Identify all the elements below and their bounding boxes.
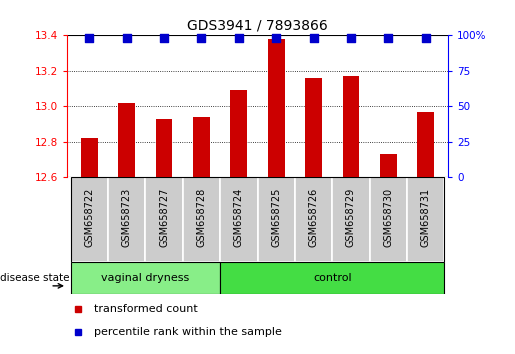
Point <box>85 35 94 41</box>
Text: transformed count: transformed count <box>94 304 197 314</box>
Bar <box>268 39 285 177</box>
Bar <box>417 112 434 177</box>
Bar <box>81 138 98 177</box>
Text: GSM658731: GSM658731 <box>421 188 431 247</box>
Bar <box>370 177 407 262</box>
Text: control: control <box>313 273 352 283</box>
Text: GSM658726: GSM658726 <box>308 188 319 247</box>
Point <box>347 35 355 41</box>
Bar <box>108 177 145 262</box>
Bar <box>295 177 332 262</box>
Text: GSM658725: GSM658725 <box>271 188 281 247</box>
Bar <box>118 103 135 177</box>
Point <box>160 35 168 41</box>
Bar <box>220 177 258 262</box>
Bar <box>71 177 108 262</box>
Point <box>197 35 205 41</box>
Bar <box>407 177 444 262</box>
Point <box>384 35 392 41</box>
Bar <box>193 117 210 177</box>
Bar <box>332 177 370 262</box>
Title: GDS3941 / 7893866: GDS3941 / 7893866 <box>187 19 328 33</box>
Text: GSM658727: GSM658727 <box>159 188 169 247</box>
Text: GSM658724: GSM658724 <box>234 188 244 247</box>
Text: disease state: disease state <box>0 273 70 283</box>
Bar <box>156 119 173 177</box>
Bar <box>183 177 220 262</box>
Point <box>123 35 131 41</box>
Text: GSM658722: GSM658722 <box>84 188 94 247</box>
Text: GSM658729: GSM658729 <box>346 188 356 247</box>
Bar <box>380 154 397 177</box>
Text: GSM658730: GSM658730 <box>383 188 393 247</box>
Bar <box>71 262 220 294</box>
Text: percentile rank within the sample: percentile rank within the sample <box>94 327 282 337</box>
Point <box>235 35 243 41</box>
Bar <box>305 78 322 177</box>
Text: GSM658723: GSM658723 <box>122 188 132 247</box>
Bar <box>145 177 183 262</box>
Text: GSM658728: GSM658728 <box>196 188 207 247</box>
Bar <box>230 90 247 177</box>
Point <box>310 35 318 41</box>
Point <box>421 35 430 41</box>
Bar <box>220 262 444 294</box>
Point <box>272 35 280 41</box>
Text: vaginal dryness: vaginal dryness <box>101 273 190 283</box>
Bar <box>342 76 359 177</box>
Bar <box>258 177 295 262</box>
